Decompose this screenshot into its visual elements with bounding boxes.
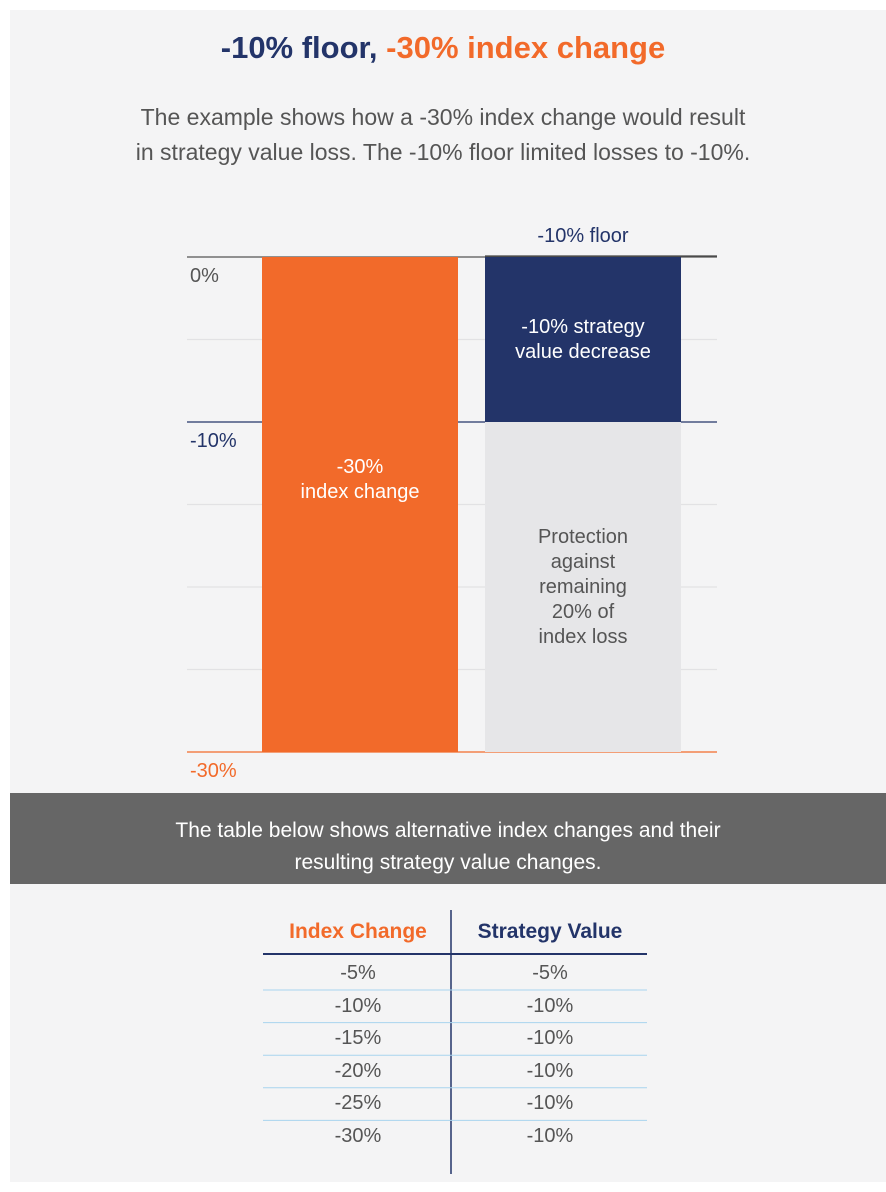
title: -10% floor, -30% index change	[0, 30, 886, 66]
title-part: -30% index change	[386, 30, 666, 65]
table-cell: -10%	[526, 994, 574, 1017]
table-cell: -5%	[340, 962, 376, 984]
segment-label: -30% index change	[300, 455, 420, 503]
banner-band	[10, 793, 886, 884]
table-header: Index Change	[289, 920, 427, 943]
banner: The table below shows alternative index …	[175, 819, 721, 874]
annotation: -10% floor	[537, 225, 629, 247]
segment-label: -10% strategy value decrease	[515, 315, 651, 363]
table-cell: -10%	[526, 1125, 574, 1147]
table-cell: -30%	[334, 1125, 382, 1147]
table-cell: -25%	[334, 1092, 382, 1115]
table-header: Strategy Value	[477, 920, 623, 943]
bar-segment	[485, 422, 681, 752]
table-cell: -5%	[532, 962, 568, 984]
y-tick-label: 0%	[190, 265, 219, 287]
bar-segment	[262, 257, 458, 752]
y-tick-label: -30%	[190, 760, 237, 782]
table-cell: -10%	[334, 994, 382, 1017]
y-tick-label: -10%	[190, 430, 237, 452]
table-cell: -10%	[526, 1092, 574, 1115]
table-cell: -10%	[526, 1027, 574, 1050]
table-cell: -20%	[334, 1059, 382, 1082]
table-cell: -15%	[334, 1027, 382, 1050]
table-cell: -10%	[526, 1059, 574, 1082]
intro: The example shows how a -30% index chang…	[135, 104, 751, 165]
title-part: -10% floor,	[220, 30, 378, 65]
bar-segment	[485, 257, 681, 422]
segment-label: Protection against remaining 20% of inde…	[537, 525, 629, 648]
